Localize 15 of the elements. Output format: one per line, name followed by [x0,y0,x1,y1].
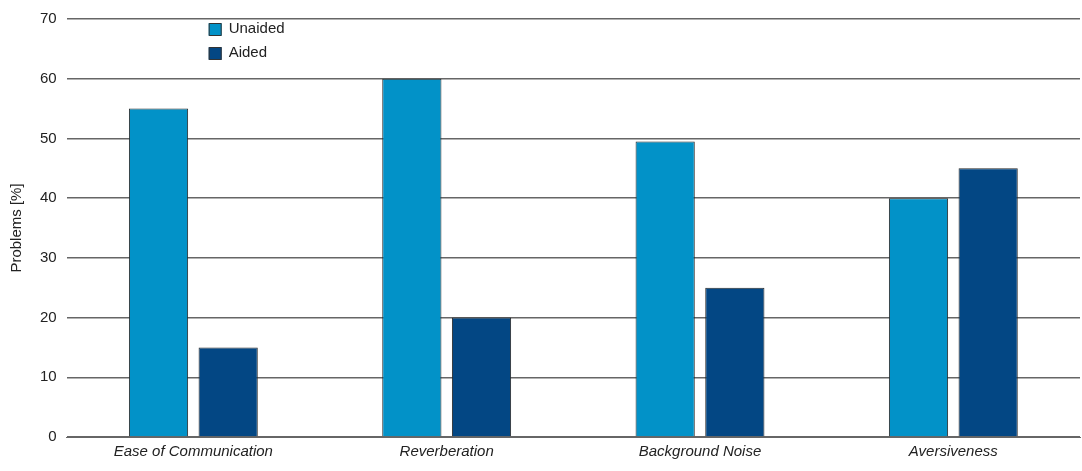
y-axis-title: Problems [%] [7,183,25,273]
x-tick-label: Ease of Communication [113,442,273,460]
y-tick-label: 30 [40,248,57,265]
y-tick-label: 10 [40,367,57,385]
y-tick-label: 70 [40,9,57,27]
y-tick-label: 40 [40,188,57,206]
legend-label: Aided [228,43,268,61]
x-tick-label: Reverberation [399,442,494,460]
x-tick-label: Aversiveness [907,442,999,460]
x-tick-label: Background Noise [638,442,762,460]
legend-label: Unaided [228,19,285,37]
y-tick-label: 50 [40,128,57,146]
y-tick-label: 20 [40,307,57,325]
y-tick-label: 0 [48,427,57,445]
y-tick-label: 60 [40,68,57,86]
